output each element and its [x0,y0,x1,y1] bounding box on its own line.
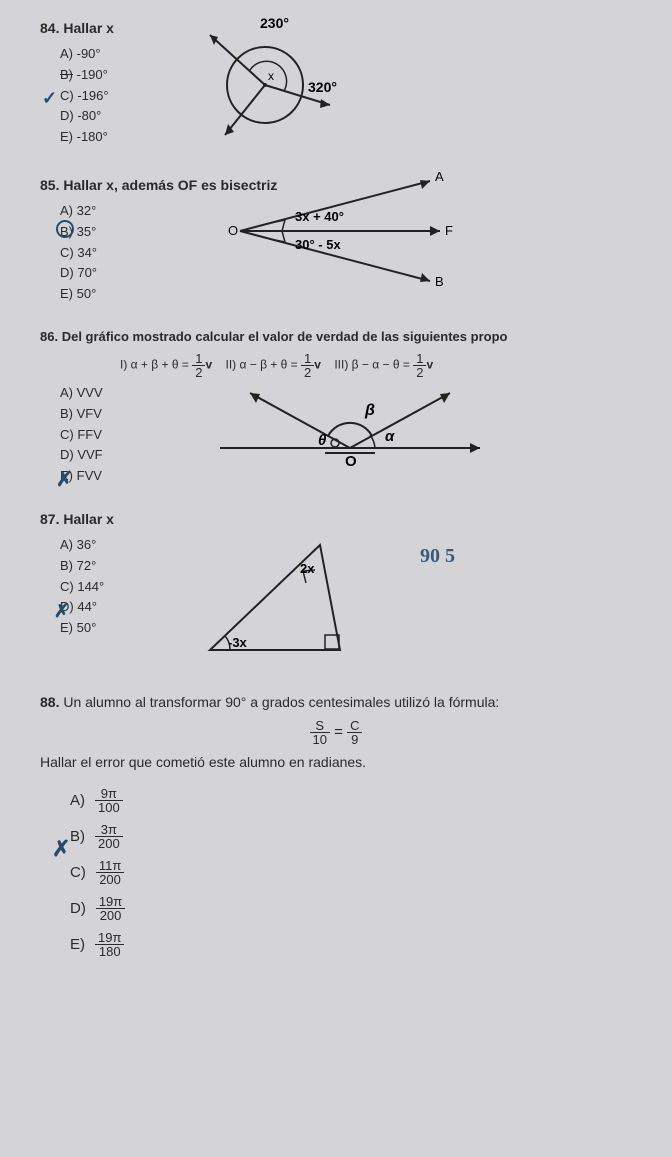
q86-O: O [345,453,357,470]
q84-diagram: 230° 320° x [190,20,350,153]
q87-options: A) 36° B) 72° C) 144° D) 44° ✗ E) 50° [60,535,160,639]
q86-beta: β [364,402,375,419]
q85-diagram: O A F B 3x + 40° 30° - 5x [210,171,470,294]
q85-lower: 30° - 5x [295,237,341,252]
question-87: 87. Hallar x A) 36° B) 72° C) 144° D) 44… [40,511,632,668]
q84-label-x: x [268,69,274,83]
q84-opt-b-struck: B) [60,67,73,82]
q86-theta: θ [318,432,327,449]
q88-options: A) 9π100 B) 3π200 ✗ C) 11π200 D) 19π200 … [70,783,632,963]
q84-options: A) -90° B) -190° C) -196° ✓ D) -80° E) -… [60,44,180,148]
q84-check-mark: ✓ [42,84,57,113]
q85-A: A [435,169,444,184]
q88-line2: Hallar el error que cometió este alumno … [40,752,632,773]
q85-circle-mark [56,220,74,238]
q87-2x: 2x [300,561,315,576]
q88-check-mark: ✗ [52,823,70,876]
question-84: 84. Hallar x A) -90° B) -190° C) -196° ✓… [40,20,632,153]
q85-F: F [445,223,453,238]
q85-upper: 3x + 40° [295,209,344,224]
q84-label-230: 230° [260,15,289,31]
q86-x-mark: ✗ [56,464,73,496]
q87-handwritten: 90 5 [420,545,455,568]
q84-num: 84. [40,20,59,36]
q84-label-320: 320° [308,79,337,95]
q86-diagram: θ α β O [210,383,490,476]
q86-options: A) VVV B) VFV C) FFV D) VVF E) FVV ✗ [60,383,160,487]
q85-B: B [435,274,444,289]
question-86: 86. Del gráfico mostrado calcular el val… [40,329,632,487]
q87-diagram: 2x -3x [190,535,370,668]
q88-formula: S10 = C9 [40,719,632,746]
q87-strike-mark: ✗ [54,597,69,626]
question-85: 85. Hallar x, además OF es bisectriz A) … [40,177,632,305]
q86-propositions: I) α + β + θ = 12v II) α − β + θ = 12v I… [120,352,632,379]
question-88: 88. Un alumno al transformar 90° a grado… [40,692,632,963]
q87-neg3x: -3x [228,635,248,650]
q85-options: A) 32° B) 35° C) 34° D) 70° E) 50° [60,201,160,305]
q85-O: O [228,223,238,238]
q86-alpha: α [385,428,395,445]
q84-title: Hallar x [63,20,114,36]
